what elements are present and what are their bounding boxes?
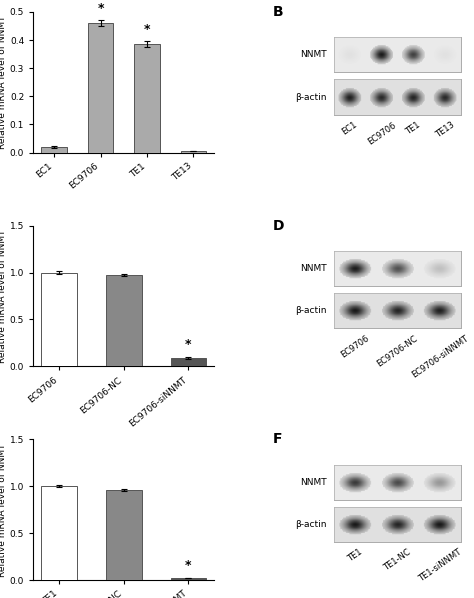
FancyBboxPatch shape — [334, 293, 461, 328]
Text: β-actin: β-actin — [295, 306, 327, 315]
Text: TE1: TE1 — [404, 120, 422, 136]
Text: TE1: TE1 — [346, 548, 364, 564]
Text: β-actin: β-actin — [295, 520, 327, 529]
Bar — [134, 44, 160, 152]
Y-axis label: Relative mRNA level of NNMT: Relative mRNA level of NNMT — [0, 443, 7, 576]
Text: *: * — [97, 2, 104, 15]
Text: EC1: EC1 — [341, 120, 359, 137]
Bar — [181, 151, 206, 152]
Text: B: B — [273, 5, 283, 19]
Text: TE1-siNNMT: TE1-siNNMT — [417, 548, 463, 584]
Bar — [106, 275, 142, 367]
Bar — [41, 273, 77, 367]
Text: NNMT: NNMT — [300, 50, 327, 59]
Text: *: * — [185, 559, 191, 572]
Y-axis label: Relative mRNA level of NNMT: Relative mRNA level of NNMT — [0, 229, 7, 363]
Bar — [88, 23, 113, 152]
Bar — [41, 147, 67, 152]
Bar — [41, 486, 77, 580]
Text: TE1-NC: TE1-NC — [383, 548, 413, 573]
Text: *: * — [185, 338, 191, 351]
FancyBboxPatch shape — [334, 507, 461, 542]
Text: D: D — [273, 219, 284, 233]
FancyBboxPatch shape — [334, 465, 461, 500]
Text: NNMT: NNMT — [300, 264, 327, 273]
Y-axis label: Relative mRNA level of NNMT: Relative mRNA level of NNMT — [0, 16, 7, 149]
Text: *: * — [144, 23, 150, 36]
FancyBboxPatch shape — [334, 251, 461, 286]
Text: NNMT: NNMT — [300, 478, 327, 487]
Text: TE13: TE13 — [434, 120, 456, 139]
Text: EC9706-NC: EC9706-NC — [375, 334, 419, 368]
Bar — [106, 490, 142, 580]
Text: EC9706: EC9706 — [366, 120, 397, 146]
Bar — [171, 578, 206, 580]
FancyBboxPatch shape — [334, 80, 461, 115]
Text: β-actin: β-actin — [295, 93, 327, 102]
FancyBboxPatch shape — [334, 37, 461, 72]
Text: EC9706: EC9706 — [339, 334, 371, 360]
Bar — [171, 358, 206, 367]
Text: F: F — [273, 432, 282, 447]
Text: EC9706-siNNMT: EC9706-siNNMT — [410, 334, 470, 380]
